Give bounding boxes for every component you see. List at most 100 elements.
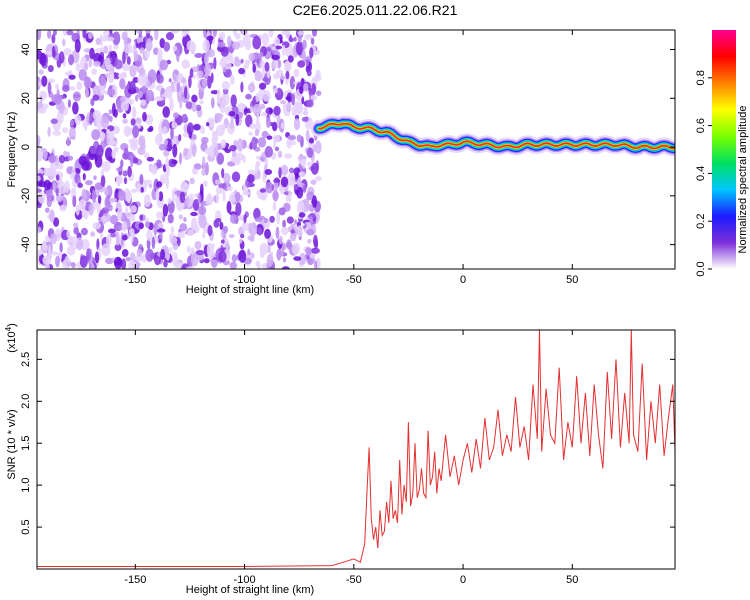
- noise-speckle: [93, 175, 97, 180]
- noise-speckle: [224, 148, 231, 154]
- noise-speckle: [277, 59, 282, 69]
- noise-speckle: [297, 35, 302, 43]
- noise-speckle: [305, 129, 310, 142]
- noise-speckle: [235, 191, 241, 202]
- noise-speckle: [119, 77, 126, 90]
- noise-speckle: [228, 111, 236, 117]
- noise-speckle: [78, 69, 87, 81]
- bottom-ytick-label: 2.0: [20, 394, 32, 409]
- noise-speckle: [306, 161, 313, 167]
- noise-speckle: [55, 187, 59, 197]
- noise-speckle: [131, 157, 139, 164]
- top-xtick-label: -150: [124, 274, 146, 286]
- noise-speckle: [177, 231, 186, 239]
- noise-speckle: [129, 205, 137, 213]
- noise-speckle: [109, 197, 118, 203]
- noise-speckle: [88, 203, 94, 216]
- noise-speckle: [169, 247, 173, 253]
- noise-speckle: [272, 201, 277, 211]
- noise-speckle: [226, 186, 233, 192]
- noise-speckle: [123, 147, 129, 160]
- noise-speckle: [196, 254, 205, 261]
- noise-speckle: [38, 181, 48, 188]
- noise-speckle: [179, 95, 183, 109]
- noise-speckle: [218, 250, 227, 263]
- noise-speckle: [55, 194, 63, 203]
- y-multiplier-base: (x10: [6, 331, 18, 352]
- noise-speckle: [238, 249, 247, 263]
- noise-speckle: [146, 229, 153, 242]
- noise-speckle: [156, 211, 164, 219]
- noise-speckle: [278, 207, 286, 216]
- noise-speckle: [165, 31, 175, 41]
- noise-speckle: [162, 203, 169, 217]
- colorbar-tick-label: 0.8: [695, 70, 707, 85]
- noise-speckle: [40, 52, 47, 67]
- snr-plot: -150 -100 -50 0 50 0.5 1.0 1.5 2.0 2.5 Height of s…: [4, 323, 676, 596]
- noise-speckle: [82, 173, 86, 181]
- noise-speckle: [306, 228, 315, 236]
- noise-speckle: [224, 68, 232, 78]
- noise-speckle: [167, 198, 172, 204]
- noise-speckle: [121, 221, 128, 232]
- top-xtick-label: -50: [346, 274, 362, 286]
- noise-speckle: [191, 102, 197, 113]
- noise-speckle: [138, 243, 143, 248]
- bottom-xtick-label: 0: [460, 574, 466, 586]
- noise-speckle: [55, 174, 60, 181]
- noise-speckle: [259, 51, 264, 58]
- noise-speckle: [190, 217, 198, 231]
- noise-speckle: [235, 152, 244, 161]
- noise-speckle: [232, 41, 240, 50]
- noise-speckle: [84, 62, 89, 71]
- bottom-ytick-label: 1.0: [20, 477, 32, 492]
- noise-speckle: [297, 225, 303, 238]
- noise-speckle: [51, 45, 56, 59]
- noise-speckle: [302, 39, 307, 50]
- noise-speckle: [37, 175, 41, 182]
- noise-speckle: [37, 188, 42, 193]
- noise-speckle: [212, 131, 219, 143]
- top-ytick-label: 0: [20, 144, 32, 150]
- noise-speckle: [120, 95, 127, 103]
- noise-speckle: [136, 248, 143, 257]
- noise-speckle: [234, 56, 240, 62]
- noise-speckle: [155, 188, 160, 202]
- noise-speckle: [59, 242, 63, 253]
- noise-speckle: [169, 97, 174, 112]
- noise-speckle: [251, 136, 258, 150]
- noise-speckle: [144, 179, 152, 186]
- noise-speckle: [108, 44, 113, 50]
- noise-speckle: [254, 70, 263, 82]
- noise-speckle: [311, 83, 317, 95]
- noise-speckle: [37, 107, 47, 114]
- noise-speckle: [275, 226, 280, 240]
- noise-speckle: [121, 258, 127, 269]
- noise-speckle: [72, 195, 77, 208]
- noise-speckle: [259, 242, 269, 256]
- noise-speckle: [90, 98, 95, 106]
- noise-speckle: [145, 38, 153, 52]
- noise-speckle: [266, 135, 273, 140]
- noise-speckle: [140, 186, 144, 193]
- noise-speckle: [228, 234, 235, 239]
- noise-speckle: [47, 30, 52, 39]
- noise-speckle: [252, 104, 262, 116]
- noise-speckle: [73, 222, 78, 228]
- noise-speckle: [156, 181, 163, 188]
- noise-speckle: [302, 184, 307, 193]
- noise-speckle: [285, 30, 291, 39]
- noise-speckle: [315, 69, 321, 80]
- noise-speckle: [58, 51, 65, 64]
- noise-speckle: [47, 126, 51, 137]
- noise-speckle: [194, 53, 204, 58]
- noise-speckle: [263, 217, 268, 224]
- noise-speckle: [70, 236, 79, 245]
- noise-speckle: [248, 131, 253, 136]
- noise-speckle: [109, 233, 117, 238]
- noise-speckle: [153, 222, 157, 236]
- noise-speckle: [112, 31, 121, 46]
- noise-speckle: [272, 73, 280, 80]
- spectrogram-image: [37, 30, 675, 269]
- noise-speckle: [226, 180, 230, 187]
